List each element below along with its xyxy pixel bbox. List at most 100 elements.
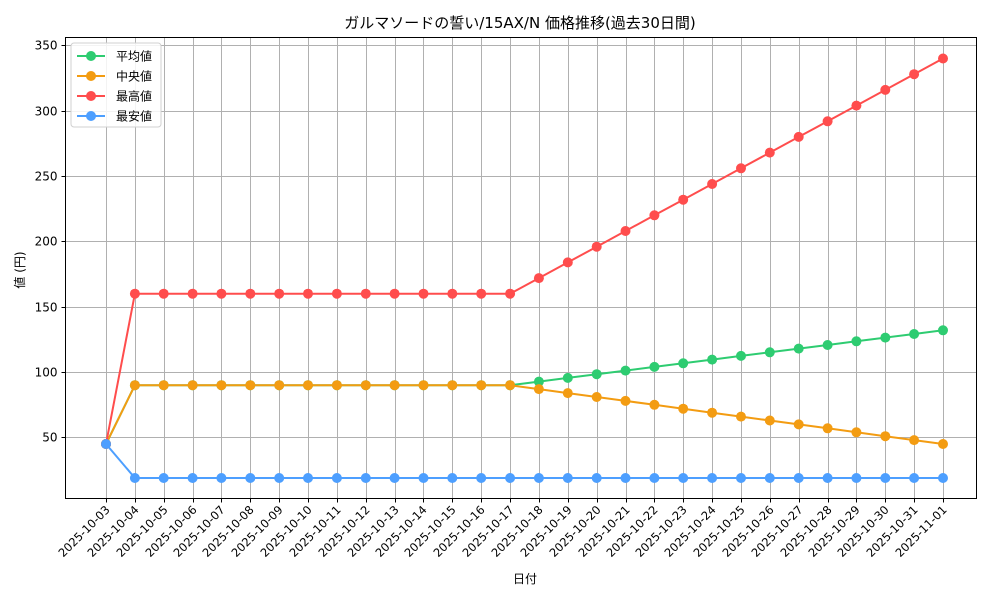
data-point [331, 380, 342, 391]
data-point [447, 288, 458, 299]
data-point [649, 473, 660, 483]
data-point [245, 380, 256, 391]
data-point [360, 380, 371, 391]
legend-item: 中央値 [77, 69, 152, 84]
data-point [562, 257, 573, 268]
data-point [533, 384, 544, 395]
data-point [187, 380, 198, 391]
data-point [736, 163, 746, 174]
series-3 [101, 439, 948, 483]
data-point [101, 439, 111, 449]
data-point [360, 288, 371, 299]
plot-area [65, 37, 977, 499]
data-point [129, 380, 140, 391]
y-tick-label: 50 [42, 431, 57, 445]
series-line [105, 443, 943, 479]
data-point [591, 392, 602, 402]
y-axis: 50 100 150 200 250 300 350 [35, 39, 66, 445]
x-axis: 2025-10-032025-10-042025-10-052025-10-06… [55, 498, 950, 560]
legend-marker-icon [86, 111, 96, 121]
chart-title: ガルマソードの誓い/15AX/N 価格推移(過去30日間) [344, 14, 696, 32]
y-axis-label: 値 (円) [12, 251, 27, 288]
y-tick-label: 350 [35, 39, 58, 53]
data-point [880, 473, 891, 483]
data-point [591, 369, 602, 380]
data-point [793, 131, 804, 142]
data-point [533, 376, 544, 387]
data-point [331, 473, 342, 483]
data-point [909, 69, 920, 80]
legend-label: 中央値 [116, 69, 152, 84]
data-point [938, 53, 948, 64]
data-point [938, 473, 948, 483]
data-point [764, 415, 775, 426]
data-point [620, 365, 631, 376]
data-point [476, 473, 487, 483]
series-line [105, 384, 944, 445]
data-point [533, 273, 544, 284]
data-point [216, 288, 227, 299]
data-point [303, 380, 313, 391]
series-layer [101, 53, 948, 483]
data-point [909, 329, 920, 339]
data-point [418, 473, 429, 483]
data-point [678, 473, 689, 483]
data-point [909, 473, 920, 483]
data-point [562, 473, 573, 483]
data-point [245, 473, 256, 483]
data-point [129, 288, 140, 299]
data-point [909, 435, 920, 446]
data-point [562, 372, 573, 383]
data-point [736, 473, 746, 483]
data-point [274, 288, 285, 299]
data-point [938, 325, 948, 336]
data-point [851, 473, 862, 483]
y-tick-label: 200 [35, 235, 58, 249]
data-point [707, 473, 718, 483]
data-point [562, 388, 573, 399]
data-point [216, 473, 227, 483]
data-point [678, 358, 689, 369]
data-point [418, 288, 429, 299]
data-point [822, 116, 833, 127]
data-point [216, 380, 227, 391]
data-point [620, 226, 631, 236]
data-point [880, 332, 891, 343]
data-point [245, 288, 256, 299]
data-point [707, 407, 718, 418]
y-tick-label: 250 [35, 170, 58, 184]
data-point [764, 473, 775, 483]
legend-marker-icon [86, 71, 96, 81]
data-point [505, 380, 516, 391]
data-point [822, 473, 833, 483]
legend-label: 最高値 [116, 89, 152, 104]
data-point [303, 288, 313, 299]
data-point [678, 194, 689, 205]
grid-lines [65, 37, 977, 499]
data-point [389, 473, 400, 483]
y-tick-label: 100 [35, 366, 58, 380]
data-point [303, 473, 313, 483]
data-point [793, 343, 804, 354]
legend-item: 最高値 [77, 89, 152, 104]
data-point [418, 380, 429, 391]
data-point [360, 473, 371, 483]
data-point [187, 288, 198, 299]
data-point [938, 439, 948, 449]
series-2 [101, 53, 948, 449]
data-point [505, 473, 516, 483]
legend-item: 最安値 [77, 109, 152, 124]
data-point [158, 473, 169, 483]
legend-marker-icon [86, 51, 96, 61]
data-point [764, 147, 775, 158]
legend-item: 平均値 [77, 49, 152, 64]
data-point [158, 380, 169, 391]
data-point [476, 380, 487, 391]
data-point [793, 473, 804, 483]
data-point [447, 473, 458, 483]
data-point [707, 354, 718, 365]
series-1 [101, 380, 948, 449]
data-point [533, 473, 544, 483]
